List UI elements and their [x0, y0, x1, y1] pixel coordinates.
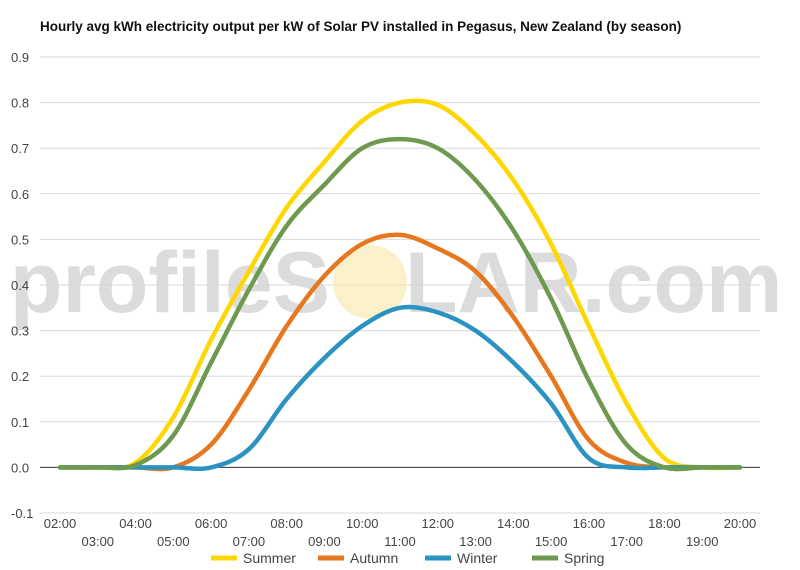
y-tick-label: 0.9 [11, 50, 29, 65]
x-tick-label: 08:00 [270, 516, 303, 531]
watermark-sun-icon [333, 245, 407, 319]
x-tick-label: 07:00 [233, 534, 266, 549]
y-tick-label: 0.7 [11, 141, 29, 156]
y-tick-label: 0.0 [11, 460, 29, 475]
y-tick-label: -0.1 [11, 506, 33, 521]
legend-label-winter: Winter [457, 550, 498, 566]
x-tick-label: 09:00 [308, 534, 341, 549]
series-layer [57, 98, 743, 472]
legend-label-spring: Spring [564, 550, 604, 566]
watermark: profileS LAR.com [10, 235, 783, 331]
legend-label-summer: Summer [243, 550, 296, 566]
x-tick-label: 04:00 [119, 516, 152, 531]
x-tick-label: 19:00 [686, 534, 719, 549]
x-tick-label: 16:00 [573, 516, 606, 531]
x-tick-label: 15:00 [535, 534, 568, 549]
y-tick-label: 0.3 [11, 324, 29, 339]
y-tick-label: 0.2 [11, 369, 29, 384]
chart-title: Hourly avg kWh electricity output per kW… [40, 19, 682, 34]
x-tick-label: 18:00 [648, 516, 681, 531]
y-tick-label: 0.8 [11, 96, 29, 111]
x-tick-label: 13:00 [459, 534, 492, 549]
x-tick-label: 10:00 [346, 516, 379, 531]
axis-layer: -0.1 0.0 0.1 0.2 0.3 0.4 0.5 0.6 0.7 0.8 0.9 02:00 0… [11, 50, 760, 549]
x-tick-label: 20:00 [724, 516, 757, 531]
x-tick-label: 05:00 [157, 534, 190, 549]
y-tick-label: 0.6 [11, 187, 29, 202]
x-tick-label: 14:00 [497, 516, 530, 531]
series-line-summer [57, 98, 743, 471]
y-tick-label: 0.4 [11, 278, 29, 293]
x-tick-label: 12:00 [422, 516, 455, 531]
y-tick-label: 0.1 [11, 415, 29, 430]
legend-label-autumn: Autumn [350, 550, 398, 566]
x-tick-label: 02:00 [44, 516, 77, 531]
legend: Summer Autumn Winter Spring [211, 550, 604, 566]
x-tick-label: 17:00 [610, 534, 643, 549]
x-tick-label: 03:00 [82, 534, 115, 549]
x-tick-label: 06:00 [195, 516, 228, 531]
x-tick-label: 11:00 [384, 534, 416, 549]
watermark-text-left: profileS [10, 235, 330, 331]
watermark-text-right: LAR.com [405, 235, 782, 331]
series-line-winter [57, 304, 743, 471]
series-line-spring [57, 136, 743, 472]
y-tick-label: 0.5 [11, 232, 29, 247]
